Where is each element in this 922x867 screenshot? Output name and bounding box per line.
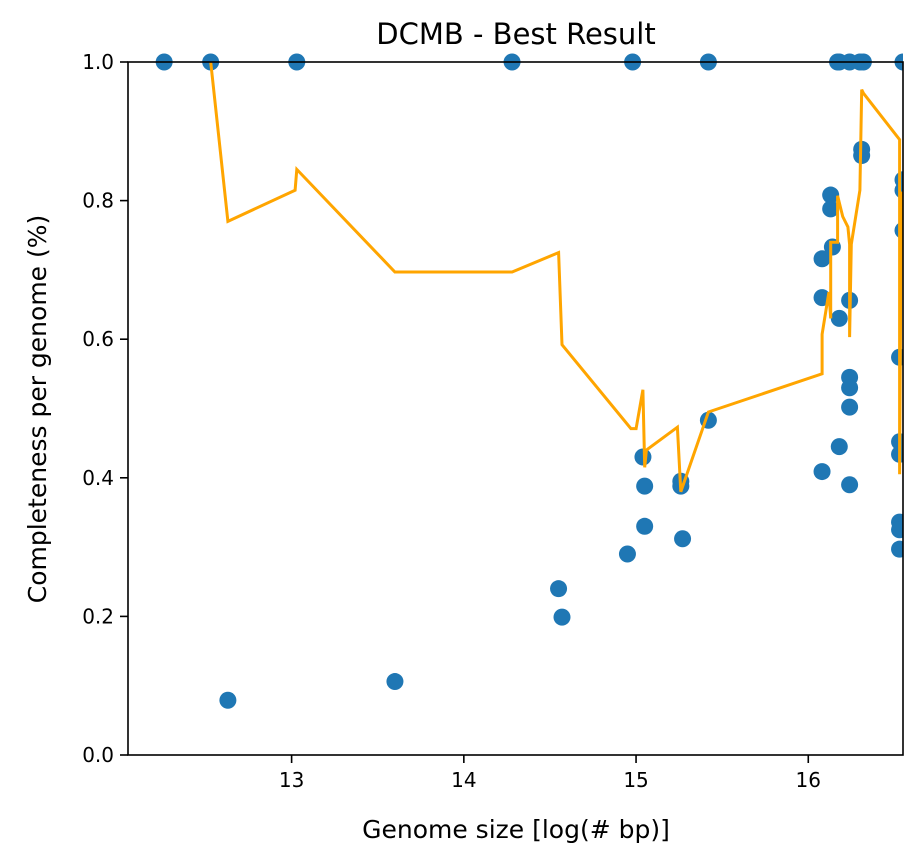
scatter-point <box>386 673 404 691</box>
x-axis-label: Genome size [log(# bp)] <box>362 815 670 844</box>
plot-frame <box>127 61 904 756</box>
y-tick-label: 0.8 <box>82 189 114 213</box>
scatter-point <box>636 477 654 495</box>
scatter-point <box>618 545 636 563</box>
scatter-point <box>674 530 692 548</box>
x-tick-label: 15 <box>623 768 648 792</box>
scatter-point <box>830 309 848 327</box>
scatter-point <box>841 379 859 397</box>
scatter-point <box>219 691 237 709</box>
scatter-point <box>841 476 859 494</box>
plot-area: 13 14 15 16 0.0 0.2 0.4 0.6 0.8 1.0 <box>82 50 904 792</box>
y-tick-label: 1.0 <box>82 50 114 74</box>
scatter-point <box>553 608 571 626</box>
y-tick-label: 0.2 <box>82 604 114 628</box>
x-tick-label: 13 <box>279 768 304 792</box>
scatter-point <box>822 186 840 204</box>
chart-marks <box>155 53 903 709</box>
x-tick-label: 14 <box>451 768 476 792</box>
y-axis-label: Completeness per genome (%) <box>23 215 52 604</box>
scatter-point <box>813 250 831 268</box>
scatter-point <box>636 517 654 535</box>
trend-line <box>209 61 903 493</box>
scatter-point <box>891 521 903 539</box>
scatter-point <box>550 580 568 598</box>
scatter-point <box>822 200 840 218</box>
scatter-point <box>813 463 831 481</box>
chart-title: DCMB - Best Result <box>376 17 655 51</box>
y-tick-label: 0.6 <box>82 327 114 351</box>
scatter-point <box>830 438 848 456</box>
y-tick-label: 0.4 <box>82 466 114 490</box>
scatter-point <box>891 540 903 558</box>
y-tick-label: 0.0 <box>82 743 114 767</box>
scatter-point <box>841 398 859 416</box>
x-tick-label: 16 <box>796 768 821 792</box>
